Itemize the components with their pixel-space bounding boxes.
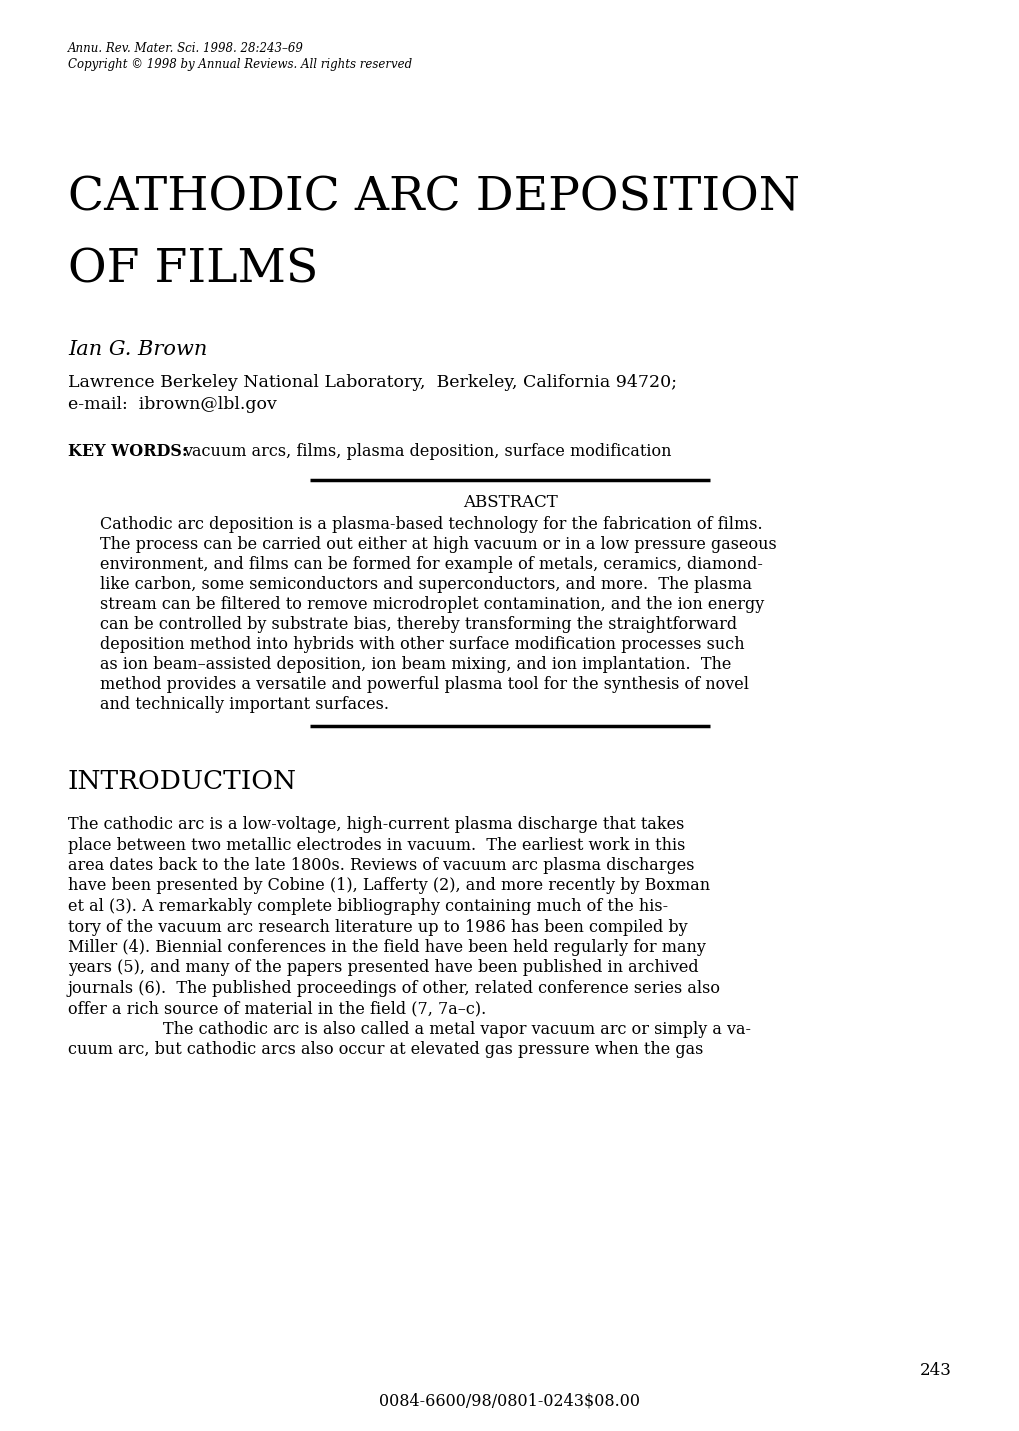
Text: The cathodic arc is a low-voltage, high-current plasma discharge that takes: The cathodic arc is a low-voltage, high-… — [68, 816, 684, 833]
Text: journals (6).  The published proceedings of other, related conference series als: journals (6). The published proceedings … — [68, 980, 720, 997]
Text: environment, and films can be formed for example of metals, ceramics, diamond-: environment, and films can be formed for… — [100, 557, 762, 572]
Text: area dates back to the late 1800s. Reviews of vacuum arc plasma discharges: area dates back to the late 1800s. Revie… — [68, 857, 694, 874]
Text: offer a rich source of material in the field (7, 7a–c).: offer a rich source of material in the f… — [68, 1000, 486, 1017]
Text: Cathodic arc deposition is a plasma-based technology for the fabrication of film: Cathodic arc deposition is a plasma-base… — [100, 517, 762, 532]
Text: place between two metallic electrodes in vacuum.  The earliest work in this: place between two metallic electrodes in… — [68, 837, 685, 853]
Text: have been presented by Cobine (1), Lafferty (2), and more recently by Boxman: have been presented by Cobine (1), Laffe… — [68, 877, 709, 894]
Text: INTRODUCTION: INTRODUCTION — [68, 768, 297, 794]
Text: cuum arc, but cathodic arcs also occur at elevated gas pressure when the gas: cuum arc, but cathodic arcs also occur a… — [68, 1042, 703, 1059]
Text: Ian G. Brown: Ian G. Brown — [68, 341, 207, 359]
Text: years (5), and many of the papers presented have been published in archived: years (5), and many of the papers presen… — [68, 960, 698, 976]
Text: deposition method into hybrids with other surface modification processes such: deposition method into hybrids with othe… — [100, 635, 744, 653]
Text: Lawrence Berkeley National Laboratory,  Berkeley, California 94720;: Lawrence Berkeley National Laboratory, B… — [68, 373, 677, 391]
Text: Miller (4). Biennial conferences in the field have been held regularly for many: Miller (4). Biennial conferences in the … — [68, 939, 705, 956]
Text: CATHODIC ARC DEPOSITION: CATHODIC ARC DEPOSITION — [68, 175, 799, 220]
Text: vacuum arcs, films, plasma deposition, surface modification: vacuum arcs, films, plasma deposition, s… — [182, 444, 671, 459]
Text: KEY WORDS:: KEY WORDS: — [68, 444, 187, 459]
Text: The process can be carried out either at high vacuum or in a low pressure gaseou: The process can be carried out either at… — [100, 537, 776, 552]
Text: OF FILMS: OF FILMS — [68, 248, 318, 292]
Text: can be controlled by substrate bias, thereby transforming the straightforward: can be controlled by substrate bias, the… — [100, 615, 737, 633]
Text: and technically important surfaces.: and technically important surfaces. — [100, 695, 388, 713]
Text: as ion beam–assisted deposition, ion beam mixing, and ion implantation.  The: as ion beam–assisted deposition, ion bea… — [100, 655, 731, 673]
Text: 0084-6600/98/0801-0243$08.00: 0084-6600/98/0801-0243$08.00 — [379, 1392, 640, 1410]
Text: method provides a versatile and powerful plasma tool for the synthesis of novel: method provides a versatile and powerful… — [100, 675, 748, 693]
Text: 243: 243 — [919, 1362, 951, 1379]
Text: tory of the vacuum arc research literature up to 1986 has been compiled by: tory of the vacuum arc research literatu… — [68, 919, 687, 936]
Text: e-mail:  ibrown@lbl.gov: e-mail: ibrown@lbl.gov — [68, 396, 276, 414]
Text: The cathodic arc is also called a metal vapor vacuum arc or simply a va-: The cathodic arc is also called a metal … — [163, 1020, 750, 1037]
Text: Annu. Rev. Mater. Sci. 1998. 28:243–69: Annu. Rev. Mater. Sci. 1998. 28:243–69 — [68, 41, 304, 54]
Text: ABSTRACT: ABSTRACT — [463, 494, 556, 511]
Text: stream can be filtered to remove microdroplet contamination, and the ion energy: stream can be filtered to remove microdr… — [100, 595, 763, 612]
Text: Copyright © 1998 by Annual Reviews. All rights reserved: Copyright © 1998 by Annual Reviews. All … — [68, 59, 412, 72]
Text: like carbon, some semiconductors and superconductors, and more.  The plasma: like carbon, some semiconductors and sup… — [100, 577, 751, 592]
Text: et al (3). A remarkably complete bibliography containing much of the his-: et al (3). A remarkably complete bibliog… — [68, 899, 667, 914]
